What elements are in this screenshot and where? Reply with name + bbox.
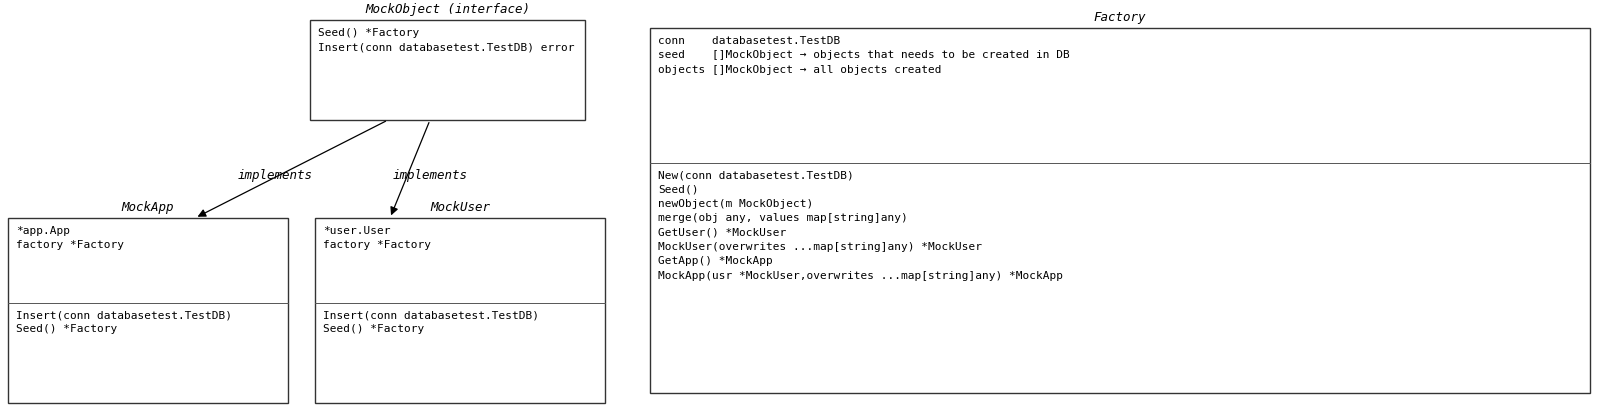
Text: Insert(conn databasetest.TestDB)
Seed() *Factory: Insert(conn databasetest.TestDB) Seed() …: [323, 310, 539, 334]
Text: MockApp: MockApp: [122, 201, 174, 214]
Bar: [315, 218, 605, 403]
Text: Insert(conn databasetest.TestDB)
Seed() *Factory: Insert(conn databasetest.TestDB) Seed() …: [16, 310, 232, 334]
Bar: [310, 20, 586, 120]
Bar: [8, 218, 288, 403]
Text: conn    databasetest.TestDB
seed    []MockObject → objects that needs to be crea: conn databasetest.TestDB seed []MockObje…: [658, 36, 1070, 75]
Text: MockObject (interface): MockObject (interface): [365, 3, 530, 16]
Text: Seed() *Factory
Insert(conn databasetest.TestDB) error: Seed() *Factory Insert(conn databasetest…: [318, 28, 574, 52]
Text: *user.User
factory *Factory: *user.User factory *Factory: [323, 226, 430, 250]
Text: implements: implements: [237, 168, 312, 181]
Text: *app.App
factory *Factory: *app.App factory *Factory: [16, 226, 125, 250]
Text: New(conn databasetest.TestDB)
Seed()
newObject(m MockObject)
merge(obj any, valu: New(conn databasetest.TestDB) Seed() new…: [658, 170, 1062, 281]
Text: MockUser: MockUser: [430, 201, 490, 214]
Bar: [650, 28, 1590, 393]
Text: Factory: Factory: [1094, 11, 1146, 24]
Text: implements: implements: [392, 168, 467, 181]
